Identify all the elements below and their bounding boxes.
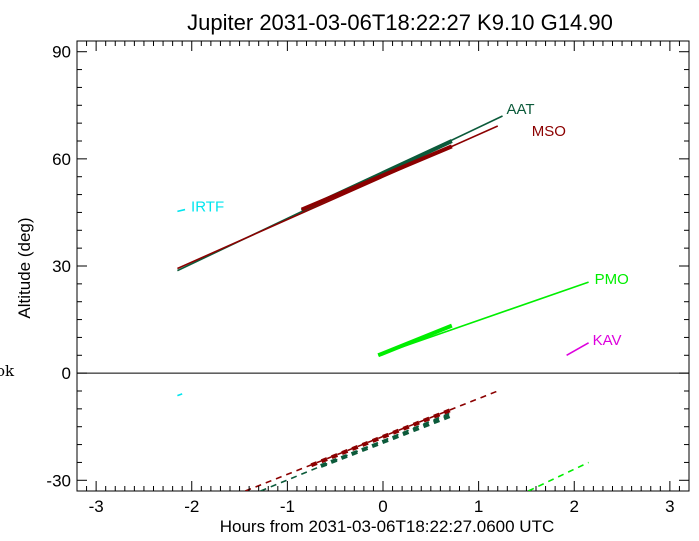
series-layer: AAT MSO IRTF PMO KAV bbox=[177, 101, 629, 491]
below-horizon-line bbox=[245, 390, 499, 491]
axis-ticks bbox=[76, 41, 690, 491]
plot-frame bbox=[76, 40, 690, 492]
y-tick-label: -30 bbox=[46, 471, 71, 490]
x-tick-label: 1 bbox=[474, 497, 483, 516]
below-horizon-line bbox=[528, 461, 589, 491]
y-tick-label: 90 bbox=[52, 43, 71, 62]
chart-title: Jupiter 2031-03-06T18:22:27 K9.10 G14.90 bbox=[187, 10, 613, 35]
altitude-line bbox=[566, 342, 589, 356]
series-label: MSO bbox=[532, 123, 566, 140]
x-tick-label: -1 bbox=[280, 497, 295, 516]
series-aat bbox=[177, 115, 503, 491]
series-irtf bbox=[177, 208, 186, 397]
x-axis-label: Hours from 2031-03-06T18:22:27.0600 UTC bbox=[220, 517, 555, 536]
below-horizon-line-thick bbox=[320, 413, 453, 468]
x-tick-label: -2 bbox=[184, 497, 199, 516]
axis-tick-labels: -3 -2 -1 0 1 2 3 -30 0 30 60 90 bbox=[46, 43, 674, 516]
x-tick-label: -3 bbox=[89, 497, 104, 516]
x-tick-label: 2 bbox=[570, 497, 579, 516]
series-label: IRTF bbox=[191, 199, 224, 216]
series-mso bbox=[177, 125, 499, 491]
y-tick-label: 30 bbox=[52, 257, 71, 276]
y-axis-label: Altitude (deg) bbox=[15, 217, 34, 318]
altitude-line-thick bbox=[377, 323, 453, 358]
x-tick-label: 0 bbox=[378, 497, 387, 516]
x-tick-label: 3 bbox=[665, 497, 674, 516]
plot-border bbox=[76, 40, 690, 492]
below-horizon-line bbox=[177, 393, 183, 397]
y-tick-label: 60 bbox=[52, 150, 71, 169]
altitude-line bbox=[177, 208, 186, 213]
series-label: KAV bbox=[593, 332, 622, 349]
clipped-side-label: ok bbox=[0, 362, 15, 380]
y-tick-label: 0 bbox=[62, 364, 71, 383]
below-horizon-line-thick bbox=[310, 407, 453, 468]
series-pmo bbox=[377, 281, 589, 491]
series-kav bbox=[566, 342, 589, 356]
altitude-line-thick bbox=[300, 144, 453, 212]
series-label: PMO bbox=[595, 271, 629, 288]
series-label: AAT bbox=[507, 101, 535, 118]
